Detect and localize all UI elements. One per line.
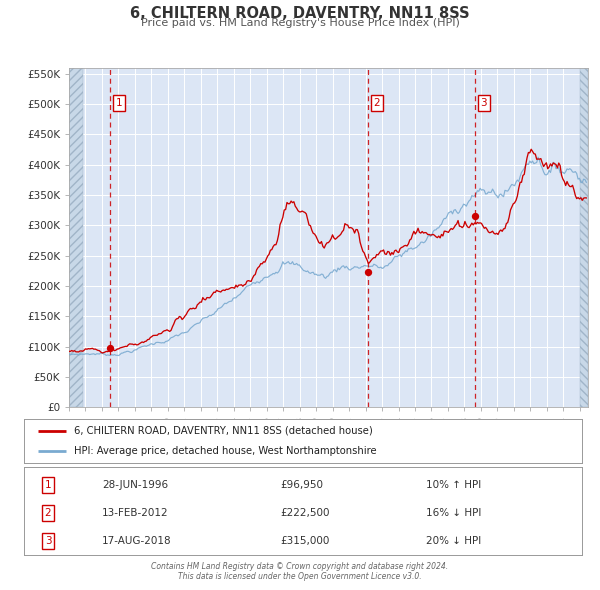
Text: 2: 2 (44, 507, 52, 517)
Text: Price paid vs. HM Land Registry's House Price Index (HPI): Price paid vs. HM Land Registry's House … (140, 18, 460, 28)
Text: Contains HM Land Registry data © Crown copyright and database right 2024.: Contains HM Land Registry data © Crown c… (151, 562, 449, 571)
Text: 1: 1 (116, 98, 122, 108)
Text: 10% ↑ HPI: 10% ↑ HPI (426, 480, 481, 490)
Text: £222,500: £222,500 (281, 507, 330, 517)
Text: 16% ↓ HPI: 16% ↓ HPI (426, 507, 481, 517)
Text: 1: 1 (44, 480, 52, 490)
Point (363, 268, 373, 277)
Text: 6, CHILTERN ROAD, DAVENTRY, NN11 8SS (detached house): 6, CHILTERN ROAD, DAVENTRY, NN11 8SS (de… (74, 426, 373, 436)
Text: 13-FEB-2012: 13-FEB-2012 (102, 507, 169, 517)
Point (105, 343, 115, 353)
Text: £96,950: £96,950 (281, 480, 323, 490)
Text: 17-AUG-2018: 17-AUG-2018 (102, 536, 172, 546)
Text: 3: 3 (44, 536, 52, 546)
Point (470, 212, 479, 221)
Text: 6, CHILTERN ROAD, DAVENTRY, NN11 8SS: 6, CHILTERN ROAD, DAVENTRY, NN11 8SS (130, 6, 470, 21)
Text: 2: 2 (373, 98, 380, 108)
Text: 3: 3 (481, 98, 487, 108)
Text: 20% ↓ HPI: 20% ↓ HPI (426, 536, 481, 546)
Text: This data is licensed under the Open Government Licence v3.0.: This data is licensed under the Open Gov… (178, 572, 422, 581)
Text: 28-JUN-1996: 28-JUN-1996 (102, 480, 168, 490)
Text: £315,000: £315,000 (281, 536, 330, 546)
Text: HPI: Average price, detached house, West Northamptonshire: HPI: Average price, detached house, West… (74, 446, 377, 456)
